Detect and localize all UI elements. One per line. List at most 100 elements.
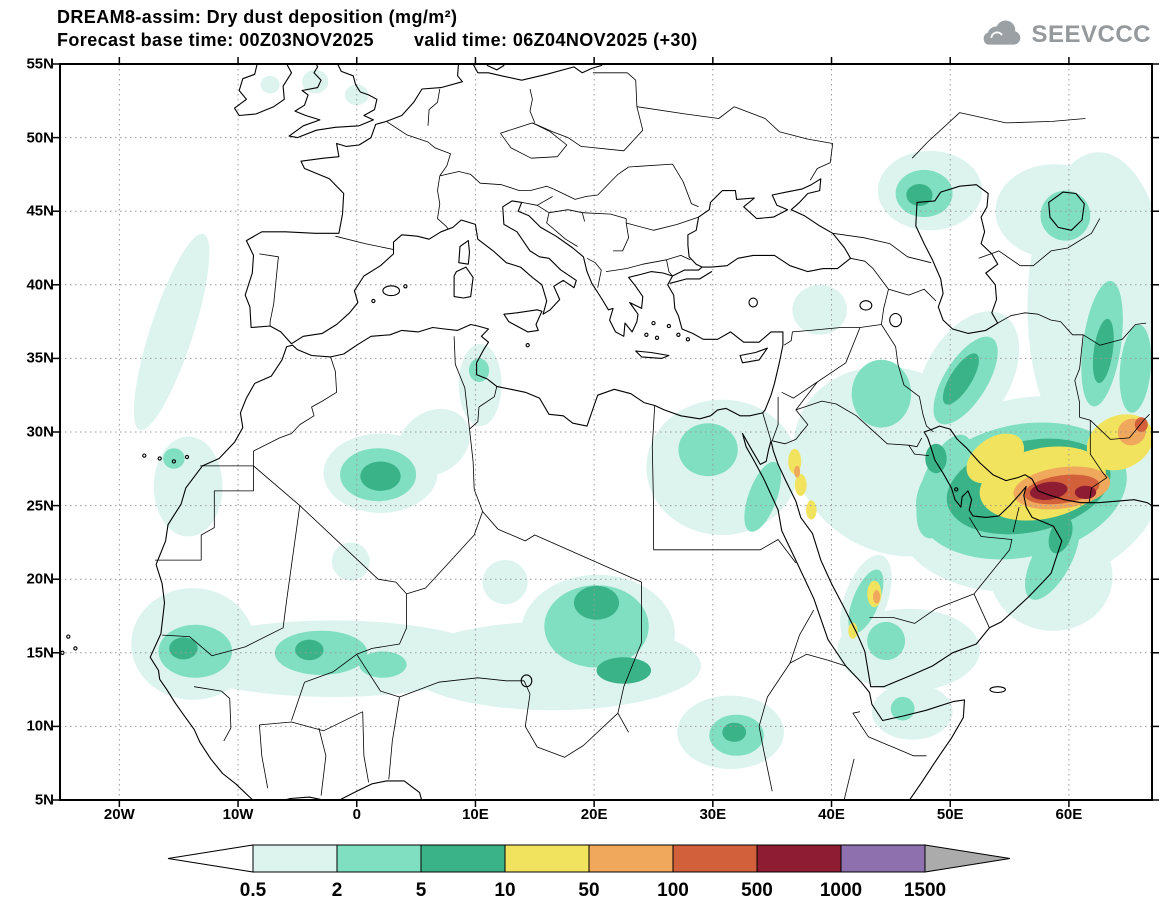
dust-region bbox=[890, 696, 915, 721]
country-border bbox=[453, 336, 470, 430]
country-border bbox=[771, 396, 779, 441]
island bbox=[403, 284, 408, 289]
colorbar-above-max-arrow bbox=[924, 844, 1011, 873]
dust-region bbox=[153, 436, 223, 537]
dust-region bbox=[1074, 485, 1097, 499]
lat-tick-label: 40N bbox=[26, 276, 54, 294]
coastline bbox=[282, 780, 423, 800]
dust-region bbox=[848, 622, 858, 639]
country-border bbox=[553, 166, 629, 200]
country-border bbox=[832, 232, 932, 264]
country-border bbox=[973, 593, 990, 628]
coastline bbox=[671, 266, 703, 277]
country-border bbox=[869, 593, 975, 624]
dust-region bbox=[398, 408, 470, 476]
lake bbox=[748, 297, 758, 308]
country-border bbox=[253, 465, 301, 506]
dust-region bbox=[544, 585, 649, 668]
colorbar-segment bbox=[336, 844, 422, 873]
country-border bbox=[1082, 322, 1147, 346]
island bbox=[184, 454, 190, 460]
dust-region bbox=[806, 500, 817, 520]
country-border bbox=[908, 444, 929, 456]
lat-tick-label: 25N bbox=[26, 497, 54, 515]
lon-tick-label: 50E bbox=[936, 806, 964, 823]
basemap-layer bbox=[60, 64, 1152, 800]
country-border bbox=[427, 88, 441, 126]
country-border bbox=[500, 122, 568, 159]
country-border bbox=[523, 680, 538, 748]
country-border bbox=[529, 88, 536, 124]
dust-region bbox=[331, 542, 370, 581]
country-border bbox=[968, 517, 1013, 595]
country-border bbox=[881, 324, 934, 433]
country-border bbox=[817, 327, 861, 383]
lon-tick-label: 60E bbox=[1055, 806, 1083, 823]
country-border bbox=[221, 690, 232, 742]
coastline bbox=[915, 184, 999, 334]
country-border bbox=[978, 218, 1101, 267]
country-border bbox=[537, 712, 619, 758]
colorbar-below-min-arrow bbox=[167, 844, 254, 873]
dust-region bbox=[163, 448, 185, 469]
colorbar-tick-label: 500 bbox=[741, 880, 773, 901]
country-border bbox=[194, 686, 222, 692]
plot-title-text: DREAM8-assim: Dry dust deposition (mg/m²… bbox=[57, 7, 458, 27]
country-border bbox=[162, 505, 301, 657]
country-border bbox=[1012, 507, 1020, 533]
country-border bbox=[318, 727, 327, 796]
country-border bbox=[439, 171, 554, 191]
country-border bbox=[259, 253, 279, 326]
dust-region bbox=[468, 358, 490, 382]
country-border bbox=[291, 682, 305, 721]
country-border bbox=[259, 724, 269, 789]
country-border bbox=[388, 696, 400, 780]
dust-region bbox=[458, 343, 502, 427]
coastline bbox=[1048, 191, 1085, 231]
country-border bbox=[628, 163, 699, 208]
country-border bbox=[605, 259, 667, 272]
country-border bbox=[586, 257, 602, 288]
seevccc-logo: SEEVCCC bbox=[976, 20, 1151, 50]
lon-tick-label: 10E bbox=[462, 806, 489, 823]
colorbar-segment bbox=[588, 844, 674, 873]
dust-region bbox=[722, 722, 747, 742]
country-border bbox=[911, 112, 1086, 159]
dust-region bbox=[873, 590, 881, 604]
colorbar-tick-label: 100 bbox=[657, 880, 689, 901]
country-border bbox=[850, 257, 937, 302]
seevccc-logo-text: SEEVCCC bbox=[1031, 21, 1151, 48]
lat-tick-label: 50N bbox=[26, 129, 54, 147]
dust-region bbox=[1134, 417, 1148, 432]
colorbar-segment bbox=[756, 844, 842, 873]
country-border bbox=[789, 653, 846, 667]
plot-title: DREAM8-assim: Dry dust deposition (mg/m²… bbox=[57, 7, 457, 28]
country-border bbox=[362, 711, 369, 783]
island bbox=[66, 634, 71, 639]
dust-region bbox=[925, 443, 947, 474]
island bbox=[666, 323, 672, 329]
dust-region bbox=[573, 585, 620, 620]
valid-time-value: 06Z04NOV2025 (+30) bbox=[512, 30, 698, 50]
country-border bbox=[399, 677, 525, 698]
country-border bbox=[636, 106, 735, 119]
country-border bbox=[437, 175, 449, 230]
dust-region bbox=[133, 233, 210, 431]
country-border bbox=[852, 711, 927, 757]
lake bbox=[859, 300, 873, 311]
coastline bbox=[472, 64, 604, 81]
island bbox=[60, 650, 65, 655]
island bbox=[171, 459, 177, 464]
colorbar-segment bbox=[420, 844, 506, 873]
coastline bbox=[149, 64, 784, 800]
country-border bbox=[356, 593, 407, 655]
country-border bbox=[626, 216, 699, 231]
coastline bbox=[486, 64, 505, 71]
dust-region bbox=[794, 465, 801, 478]
country-border bbox=[582, 212, 627, 223]
lon-tick-label: 0 bbox=[352, 806, 361, 823]
country-border bbox=[253, 356, 337, 466]
colorbar-tick-label: 0.5 bbox=[240, 880, 267, 901]
colorbar-tick-label: 10 bbox=[494, 880, 515, 901]
